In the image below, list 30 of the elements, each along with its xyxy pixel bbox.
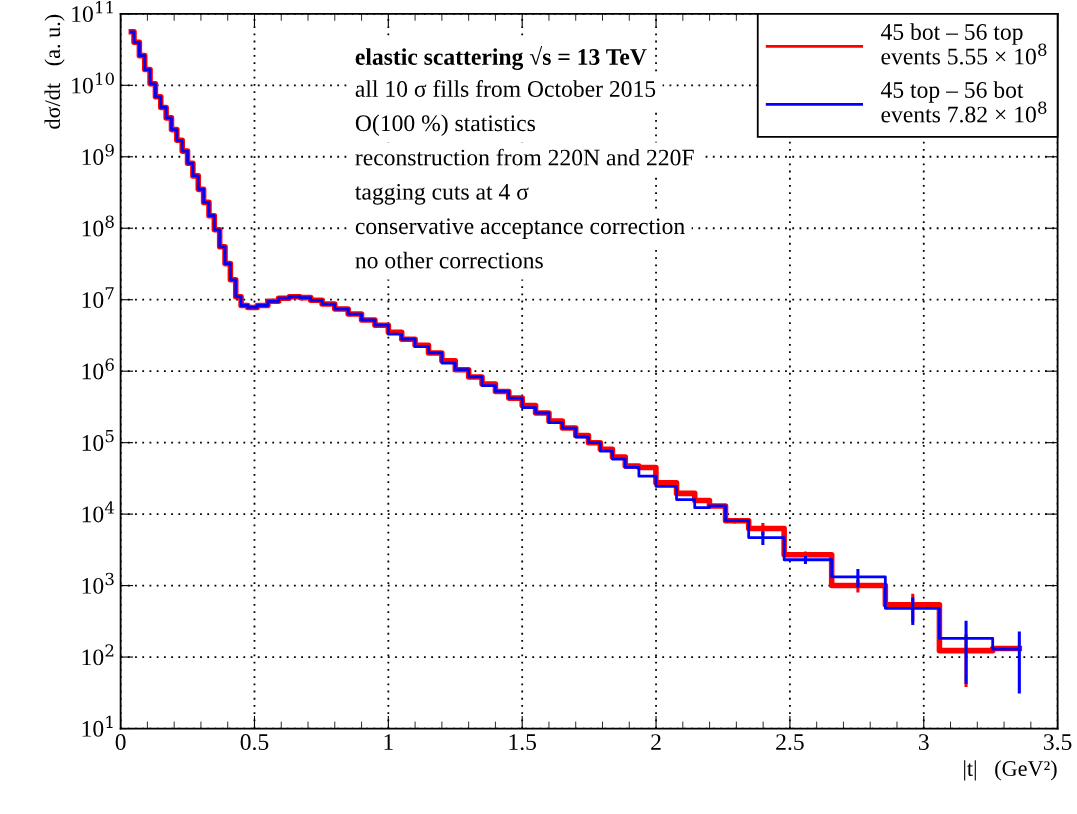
y-tick-label: 10$^{2}$	[82, 644, 114, 666]
y-tick-label: 10$^{9}$	[82, 143, 114, 166]
x-tick-label: 2	[651, 734, 661, 750]
y-tick-label: 10$^{3}$	[82, 572, 114, 594]
y-tick-label: 10$^{11}$	[72, 1, 113, 23]
x-tick-label: 3.5	[1043, 734, 1072, 751]
x-tick-label: 3	[918, 734, 929, 751]
x-tick-label: 1.5	[509, 734, 537, 751]
y-tick-label: 10$^{6}$	[82, 358, 114, 380]
annotation: no other corrections	[355, 251, 543, 269]
x-tick-label: 1	[384, 734, 393, 750]
y-tick-label: 10$^{1}$	[82, 715, 113, 737]
x-axis-title: |t| (GeV²)	[964, 760, 1057, 781]
y-tick-label: 10$^{10}$	[72, 72, 114, 94]
legend-label: 45 top – 56 bot events 7.82 × 10$^{8}$	[880, 81, 1047, 123]
x-tick-label: 2.5	[776, 734, 804, 751]
y-axis-title: dσ/dt (a. u.)	[44, 14, 65, 129]
annotation: elastic scattering √s = 13 TeV	[355, 46, 647, 70]
annotation: tagging cuts at 4 σ	[355, 183, 529, 205]
annotation: all 10 σ fills from October 2015	[355, 80, 656, 97]
y-tick-label: 10$^{5}$	[82, 430, 114, 451]
y-tick-label: 10$^{4}$	[82, 501, 115, 523]
annotation: O(100 %) statistics	[355, 114, 536, 137]
y-tick-label: 10$^{7}$	[82, 287, 114, 308]
annotation: reconstruction from 220N and 220F	[355, 148, 694, 166]
x-tick-label: 0.5	[240, 734, 269, 751]
legend-label: 45 bot – 56 top events 5.55 × 10$^{8}$	[880, 23, 1047, 65]
annotation: conservative acceptance correction	[355, 218, 685, 239]
x-tick-label: 0	[115, 734, 126, 751]
y-tick-label: 10$^{8}$	[82, 215, 114, 237]
